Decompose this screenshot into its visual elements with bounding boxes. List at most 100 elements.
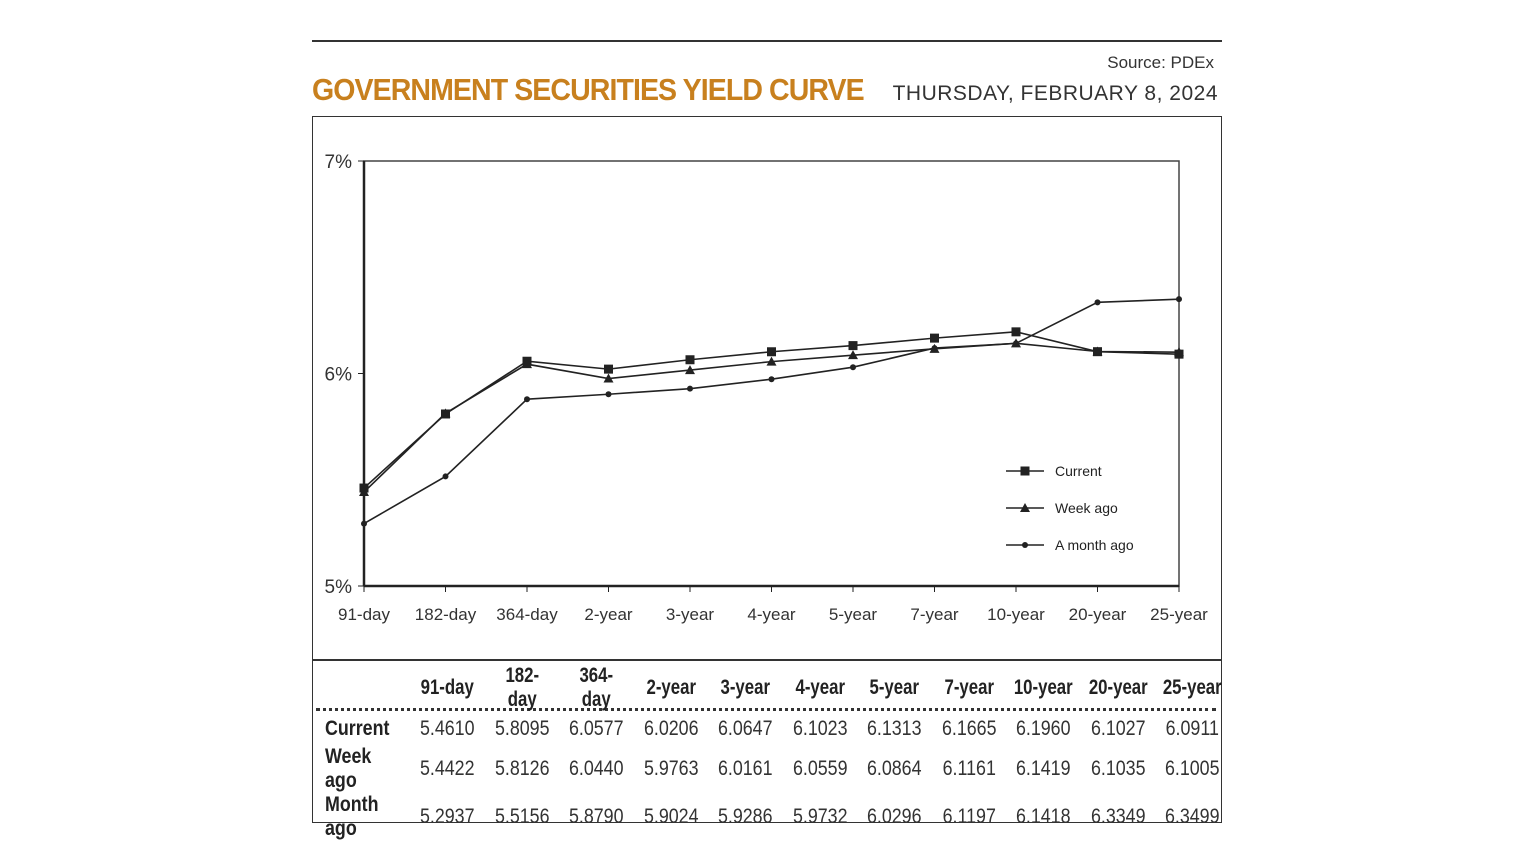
yield-curve-chart: 5% 6% 7% 91-day 182-day 364-day 2-year 3-year 4-… xyxy=(325,152,1209,624)
dotted-divider xyxy=(316,708,1216,711)
data-point xyxy=(1176,296,1182,303)
table-cell: 6.0296 xyxy=(866,805,922,828)
table-cell: 5.9763 xyxy=(643,757,699,780)
legend-label: Current xyxy=(1055,463,1102,479)
table-cell: 6.1005 xyxy=(1164,757,1220,780)
table-cell: 5.4610 xyxy=(419,716,475,740)
table-cell: 6.1161 xyxy=(942,757,996,780)
column-header: 3-year xyxy=(720,676,770,699)
column-header: 10-year xyxy=(1013,676,1073,699)
table-cell: 5.9024 xyxy=(643,805,699,828)
data-point xyxy=(1092,346,1103,356)
data-point xyxy=(361,520,367,527)
data-point xyxy=(767,347,776,357)
series-line-2 xyxy=(363,298,1180,525)
source-label: Source: PDEx xyxy=(1107,53,1214,72)
x-tick-label: 4-year xyxy=(747,605,796,624)
table-cell: 6.1023 xyxy=(792,716,848,740)
table-cell: 6.0440 xyxy=(568,757,624,780)
table-cell: 6.1027 xyxy=(1090,716,1146,740)
y-tick-label: 7% xyxy=(325,152,353,173)
data-point xyxy=(440,408,451,418)
column-header: 25-year xyxy=(1162,676,1222,699)
table-cell: 6.0577 xyxy=(568,716,624,740)
x-tick-label: 25-year xyxy=(1150,605,1208,624)
table-cell: 6.0161 xyxy=(717,757,773,780)
y-tick-label: 5% xyxy=(325,577,353,598)
table-cell: 6.1313 xyxy=(866,716,922,740)
corner-cell xyxy=(334,664,402,712)
table-cell: 6.3499 xyxy=(1164,805,1220,828)
data-point xyxy=(1094,299,1101,306)
data-point xyxy=(685,365,695,375)
data-point xyxy=(766,356,777,366)
data-point xyxy=(359,487,369,497)
legend-label: A month ago xyxy=(1055,537,1134,553)
data-point xyxy=(930,333,939,343)
column-header: 4-year xyxy=(794,676,845,699)
x-tick-label: 20-year xyxy=(1069,605,1127,624)
table-cell: 6.1960 xyxy=(1015,716,1071,740)
legend-marker-triangle xyxy=(1020,503,1030,512)
table-cell: 5.9732 xyxy=(792,805,848,828)
chart-frame xyxy=(312,116,1222,823)
data-point xyxy=(603,373,614,383)
data-point xyxy=(1011,327,1021,337)
legend-label: Week ago xyxy=(1055,500,1118,516)
data-point xyxy=(850,364,856,371)
data-point xyxy=(442,473,449,480)
data-point xyxy=(848,341,858,351)
data-point xyxy=(522,359,532,369)
table-cell: 5.5156 xyxy=(494,805,550,828)
y-tick-label: 6% xyxy=(325,365,353,386)
column-header: 182-day xyxy=(504,664,539,711)
table-cell: 5.9286 xyxy=(717,805,773,828)
table-cell: 6.1035 xyxy=(1090,757,1146,780)
table-cell: 6.0206 xyxy=(643,716,699,740)
yield-table: 91-day 182-day 364-day 2-year 3-year 4-year 5-… xyxy=(325,664,1230,841)
top-rule xyxy=(312,40,1222,42)
x-tick-label: 2-year xyxy=(584,605,633,624)
data-point xyxy=(848,350,858,360)
table-cell: 5.2937 xyxy=(419,805,475,828)
table-cell: 6.0559 xyxy=(792,757,848,780)
column-header: 20-year xyxy=(1088,676,1148,699)
column-header: 364-day xyxy=(579,664,614,711)
table-cell: 6.0647 xyxy=(717,716,773,740)
data-point xyxy=(768,376,775,383)
table-cell: 5.8790 xyxy=(568,805,624,828)
legend-marker-square xyxy=(1020,466,1030,476)
table-cell: 6.1418 xyxy=(1015,805,1071,828)
plot-area xyxy=(363,160,1180,587)
legend-marker-circle xyxy=(1022,542,1028,548)
data-point xyxy=(1174,347,1184,357)
data-point xyxy=(685,355,695,365)
table-row: Month ago 5.2937 5.5156 5.8790 5.9024 5.9286 5… xyxy=(325,793,1230,841)
table-separator xyxy=(312,659,1222,661)
date-label: THURSDAY, FEBRUARY 8, 2024 xyxy=(892,82,1218,105)
table-row: Week ago 5.4422 5.8126 6.0440 5.9763 6.0161 6.… xyxy=(325,745,1230,793)
data-point xyxy=(931,345,938,352)
table-cell: 6.0911 xyxy=(1165,716,1219,740)
table-cell: 6.1665 xyxy=(941,716,997,740)
table-cell: 6.1197 xyxy=(942,805,996,828)
x-tick-label: 7-year xyxy=(910,605,959,624)
table-cell: 5.8126 xyxy=(494,757,550,780)
table-cell: 5.4422 xyxy=(419,757,475,780)
x-tick-label: 10-year xyxy=(987,605,1045,624)
column-header: 7-year xyxy=(943,676,994,699)
column-header: 2-year xyxy=(645,676,696,699)
column-header: 5-year xyxy=(869,676,919,699)
x-tick-label: 3-year xyxy=(666,605,715,624)
data-point xyxy=(687,385,693,392)
row-label: Current xyxy=(325,716,390,740)
chart-title: GOVERNMENT SECURITIES YIELD CURVE xyxy=(312,72,865,107)
column-header: 91-day xyxy=(420,676,474,699)
x-tick-label: 5-year xyxy=(829,605,878,624)
data-point xyxy=(524,396,530,403)
table-cell: 6.3349 xyxy=(1090,805,1146,828)
table-cell: 5.8095 xyxy=(494,716,550,740)
x-tick-label: 91-day xyxy=(338,605,390,624)
data-point xyxy=(605,391,612,398)
table-row: Current 5.4610 5.8095 6.0577 6.0206 6.0647 6.1… xyxy=(325,712,1230,745)
